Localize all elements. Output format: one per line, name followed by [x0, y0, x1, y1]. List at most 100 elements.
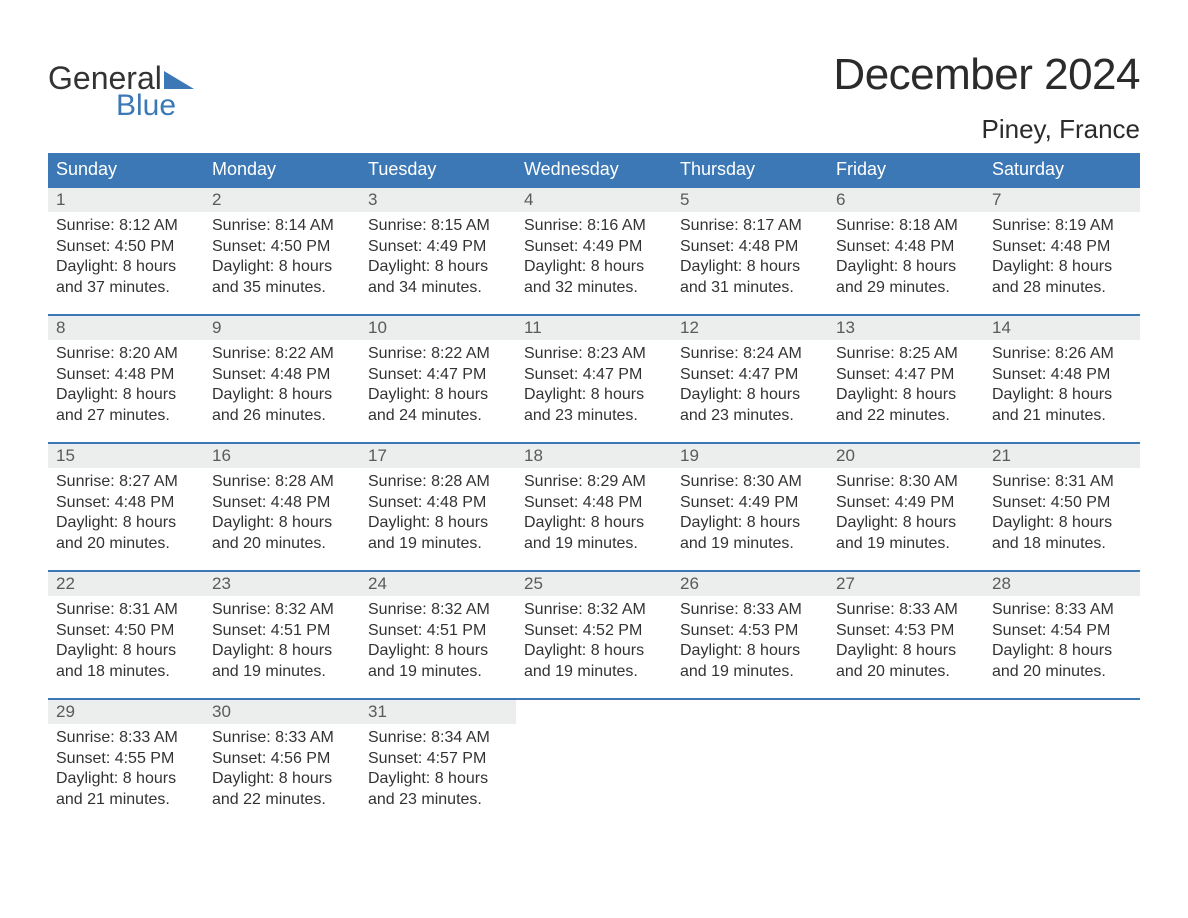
weekday-header: Thursday — [672, 153, 828, 186]
sunset-line: Sunset: 4:50 PM — [992, 493, 1132, 513]
daylight-line-2: and 23 minutes. — [524, 406, 664, 426]
day-number: 12 — [672, 316, 828, 340]
sunrise-line: Sunrise: 8:31 AM — [992, 472, 1132, 492]
sunset-line: Sunset: 4:48 PM — [992, 365, 1132, 385]
sunset-line: Sunset: 4:48 PM — [524, 493, 664, 513]
sunset-line: Sunset: 4:47 PM — [836, 365, 976, 385]
daylight-line-2: and 19 minutes. — [680, 662, 820, 682]
daylight-line-1: Daylight: 8 hours — [212, 385, 352, 405]
day-cell: 6Sunrise: 8:18 AMSunset: 4:48 PMDaylight… — [828, 188, 984, 314]
day-number: 11 — [516, 316, 672, 340]
day-body: Sunrise: 8:33 AMSunset: 4:56 PMDaylight:… — [204, 724, 360, 820]
daylight-line-1: Daylight: 8 hours — [680, 385, 820, 405]
day-body: Sunrise: 8:32 AMSunset: 4:51 PMDaylight:… — [204, 596, 360, 692]
day-number: 10 — [360, 316, 516, 340]
day-number: 4 — [516, 188, 672, 212]
page-header: General Blue December 2024 Piney, France — [48, 50, 1140, 145]
sunset-line: Sunset: 4:48 PM — [212, 493, 352, 513]
daylight-line-2: and 29 minutes. — [836, 278, 976, 298]
calendar-page: General Blue December 2024 Piney, France… — [0, 0, 1188, 866]
day-body: Sunrise: 8:12 AMSunset: 4:50 PMDaylight:… — [48, 212, 204, 308]
sunset-line: Sunset: 4:50 PM — [56, 237, 196, 257]
sunrise-line: Sunrise: 8:22 AM — [212, 344, 352, 364]
sunrise-line: Sunrise: 8:30 AM — [836, 472, 976, 492]
daylight-line-1: Daylight: 8 hours — [680, 513, 820, 533]
sunrise-line: Sunrise: 8:32 AM — [212, 600, 352, 620]
daylight-line-2: and 35 minutes. — [212, 278, 352, 298]
daylight-line-2: and 27 minutes. — [56, 406, 196, 426]
day-cell: 31Sunrise: 8:34 AMSunset: 4:57 PMDayligh… — [360, 700, 516, 826]
day-number: 23 — [204, 572, 360, 596]
daylight-line-2: and 37 minutes. — [56, 278, 196, 298]
calendar-grid: SundayMondayTuesdayWednesdayThursdayFrid… — [48, 153, 1140, 826]
day-number: 29 — [48, 700, 204, 724]
day-number: 20 — [828, 444, 984, 468]
day-body: Sunrise: 8:28 AMSunset: 4:48 PMDaylight:… — [360, 468, 516, 564]
day-body: Sunrise: 8:22 AMSunset: 4:48 PMDaylight:… — [204, 340, 360, 436]
sunrise-line: Sunrise: 8:22 AM — [368, 344, 508, 364]
location-label: Piney, France — [833, 114, 1140, 145]
day-body: Sunrise: 8:27 AMSunset: 4:48 PMDaylight:… — [48, 468, 204, 564]
weekday-header: Tuesday — [360, 153, 516, 186]
sunset-line: Sunset: 4:51 PM — [368, 621, 508, 641]
day-body: Sunrise: 8:23 AMSunset: 4:47 PMDaylight:… — [516, 340, 672, 436]
day-body: Sunrise: 8:22 AMSunset: 4:47 PMDaylight:… — [360, 340, 516, 436]
daylight-line-2: and 19 minutes. — [368, 662, 508, 682]
day-body: Sunrise: 8:15 AMSunset: 4:49 PMDaylight:… — [360, 212, 516, 308]
sunrise-line: Sunrise: 8:33 AM — [992, 600, 1132, 620]
day-cell: 23Sunrise: 8:32 AMSunset: 4:51 PMDayligh… — [204, 572, 360, 698]
sunrise-line: Sunrise: 8:33 AM — [56, 728, 196, 748]
day-cell: 19Sunrise: 8:30 AMSunset: 4:49 PMDayligh… — [672, 444, 828, 570]
sunset-line: Sunset: 4:56 PM — [212, 749, 352, 769]
daylight-line-1: Daylight: 8 hours — [212, 769, 352, 789]
daylight-line-2: and 34 minutes. — [368, 278, 508, 298]
sunrise-line: Sunrise: 8:20 AM — [56, 344, 196, 364]
weekday-header: Monday — [204, 153, 360, 186]
sunset-line: Sunset: 4:49 PM — [524, 237, 664, 257]
sunset-line: Sunset: 4:50 PM — [56, 621, 196, 641]
daylight-line-1: Daylight: 8 hours — [524, 641, 664, 661]
day-cell: 27Sunrise: 8:33 AMSunset: 4:53 PMDayligh… — [828, 572, 984, 698]
daylight-line-1: Daylight: 8 hours — [992, 641, 1132, 661]
daylight-line-1: Daylight: 8 hours — [368, 513, 508, 533]
daylight-line-2: and 19 minutes. — [524, 534, 664, 554]
sunrise-line: Sunrise: 8:26 AM — [992, 344, 1132, 364]
sunset-line: Sunset: 4:52 PM — [524, 621, 664, 641]
day-cell: 20Sunrise: 8:30 AMSunset: 4:49 PMDayligh… — [828, 444, 984, 570]
sunset-line: Sunset: 4:53 PM — [680, 621, 820, 641]
daylight-line-2: and 22 minutes. — [212, 790, 352, 810]
day-number: 3 — [360, 188, 516, 212]
daylight-line-2: and 23 minutes. — [680, 406, 820, 426]
daylight-line-1: Daylight: 8 hours — [56, 513, 196, 533]
daylight-line-1: Daylight: 8 hours — [56, 641, 196, 661]
day-cell: 11Sunrise: 8:23 AMSunset: 4:47 PMDayligh… — [516, 316, 672, 442]
sunrise-line: Sunrise: 8:19 AM — [992, 216, 1132, 236]
day-body: Sunrise: 8:30 AMSunset: 4:49 PMDaylight:… — [828, 468, 984, 564]
day-cell: 2Sunrise: 8:14 AMSunset: 4:50 PMDaylight… — [204, 188, 360, 314]
day-cell: 24Sunrise: 8:32 AMSunset: 4:51 PMDayligh… — [360, 572, 516, 698]
day-body: Sunrise: 8:18 AMSunset: 4:48 PMDaylight:… — [828, 212, 984, 308]
day-number: 7 — [984, 188, 1140, 212]
daylight-line-1: Daylight: 8 hours — [992, 385, 1132, 405]
daylight-line-2: and 24 minutes. — [368, 406, 508, 426]
week-row: 22Sunrise: 8:31 AMSunset: 4:50 PMDayligh… — [48, 570, 1140, 698]
day-cell: 18Sunrise: 8:29 AMSunset: 4:48 PMDayligh… — [516, 444, 672, 570]
day-cell: 22Sunrise: 8:31 AMSunset: 4:50 PMDayligh… — [48, 572, 204, 698]
day-body: Sunrise: 8:31 AMSunset: 4:50 PMDaylight:… — [984, 468, 1140, 564]
day-number: 31 — [360, 700, 516, 724]
sunrise-line: Sunrise: 8:32 AM — [524, 600, 664, 620]
sunset-line: Sunset: 4:49 PM — [680, 493, 820, 513]
day-number: 5 — [672, 188, 828, 212]
day-number: 14 — [984, 316, 1140, 340]
day-cell: 12Sunrise: 8:24 AMSunset: 4:47 PMDayligh… — [672, 316, 828, 442]
sunrise-line: Sunrise: 8:33 AM — [680, 600, 820, 620]
daylight-line-1: Daylight: 8 hours — [524, 513, 664, 533]
day-number: 30 — [204, 700, 360, 724]
sunset-line: Sunset: 4:47 PM — [524, 365, 664, 385]
daylight-line-2: and 26 minutes. — [212, 406, 352, 426]
day-cell: 17Sunrise: 8:28 AMSunset: 4:48 PMDayligh… — [360, 444, 516, 570]
day-cell: 4Sunrise: 8:16 AMSunset: 4:49 PMDaylight… — [516, 188, 672, 314]
day-number: 27 — [828, 572, 984, 596]
day-body: Sunrise: 8:17 AMSunset: 4:48 PMDaylight:… — [672, 212, 828, 308]
daylight-line-2: and 28 minutes. — [992, 278, 1132, 298]
